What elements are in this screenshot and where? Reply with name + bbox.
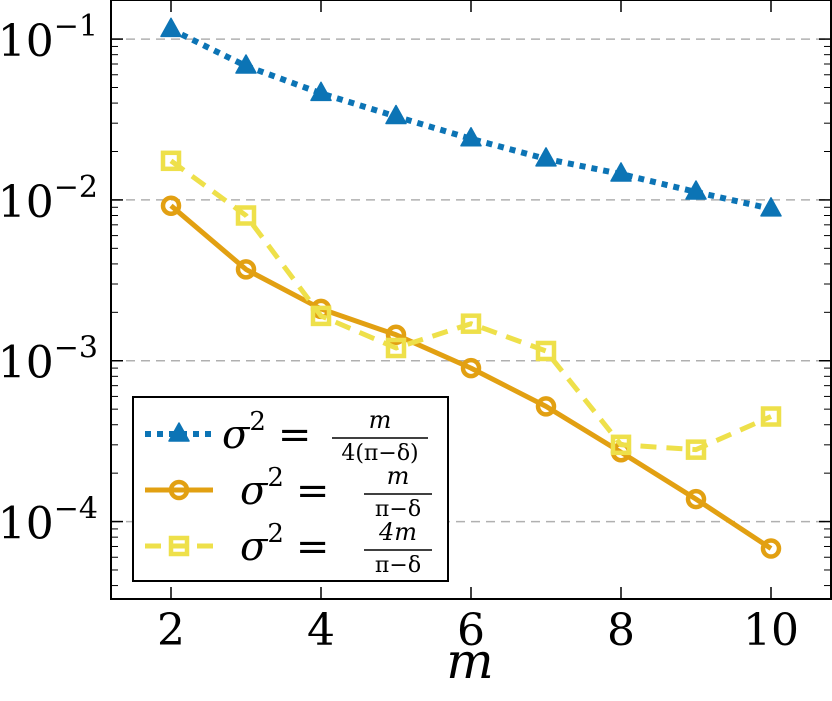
series-line bbox=[169, 26, 772, 212]
legend-denominator: 4(π−δ) bbox=[341, 441, 418, 466]
legend-sigma: σ bbox=[240, 468, 269, 514]
y-tick-label: 10−1 bbox=[0, 9, 98, 67]
legend-numerator: m bbox=[387, 462, 410, 490]
y-tick-label: 10−2 bbox=[0, 170, 98, 228]
series-line bbox=[169, 203, 773, 551]
legend-sigma: σ bbox=[222, 412, 251, 458]
data-point-triangle bbox=[460, 127, 482, 147]
data-point-circle bbox=[760, 538, 782, 559]
data-point-square bbox=[760, 406, 782, 427]
legend-marker-triangle bbox=[168, 422, 190, 442]
major-ticks bbox=[111, 0, 831, 599]
data-point-circle bbox=[385, 324, 407, 346]
legend-equals: = bbox=[296, 524, 330, 570]
x-tick-label: 2 bbox=[157, 605, 185, 656]
y-tick-label-base: 10 bbox=[0, 16, 54, 67]
legend-exponent: 2 bbox=[267, 519, 284, 549]
legend-numerator: m bbox=[369, 406, 392, 434]
y-tick-label: 10−4 bbox=[0, 492, 98, 550]
legend-denominator: π−δ bbox=[375, 553, 421, 578]
x-tick-label: 10 bbox=[743, 605, 799, 656]
series-line bbox=[169, 158, 773, 453]
data-point-square bbox=[385, 337, 407, 359]
legend-label: σ2 = bbox=[222, 407, 311, 458]
data-point-square bbox=[160, 150, 182, 172]
y-tick-label-base: 10 bbox=[0, 338, 54, 389]
legend-label: σ2 = bbox=[240, 463, 329, 514]
legend-numerator: 4m bbox=[378, 518, 417, 546]
legend-denominator: π−δ bbox=[375, 497, 421, 522]
legend: σ2 = m4(π−δ)σ2 = mπ−δσ2 = 4mπ−δ bbox=[132, 396, 449, 582]
x-tick-label: 4 bbox=[307, 605, 335, 656]
legend-entry: σ2 = m π−δ bbox=[145, 462, 432, 522]
data-point-circle bbox=[235, 259, 257, 280]
data-point-triangle bbox=[535, 147, 557, 167]
x-tick-label: 8 bbox=[607, 605, 635, 656]
y-tick-label-base: 10 bbox=[0, 177, 54, 228]
data-point-triangle bbox=[385, 104, 407, 125]
data-point-circle bbox=[685, 488, 707, 510]
legend-equals: = bbox=[278, 412, 312, 458]
data-point-square bbox=[685, 439, 707, 460]
legend-equals: = bbox=[296, 468, 330, 514]
y-tick-label-exponent: −3 bbox=[54, 331, 98, 366]
data-point-square bbox=[235, 205, 257, 226]
data-point-circle bbox=[535, 396, 557, 417]
series-layer bbox=[160, 17, 782, 559]
series-square bbox=[160, 150, 782, 460]
data-point-triangle bbox=[760, 197, 782, 217]
legend-entry: σ2 = 4m π−δ bbox=[145, 518, 432, 578]
minor-ticks bbox=[111, 45, 831, 587]
y-tick-label-exponent: −4 bbox=[54, 492, 98, 527]
y-tick-label: 10−3 bbox=[0, 331, 98, 389]
data-point-square bbox=[610, 434, 632, 456]
data-point-square bbox=[535, 340, 557, 362]
data-point-square bbox=[310, 305, 332, 327]
x-tick-labels: 2 4 6 8 10 bbox=[157, 605, 799, 656]
series-triangle bbox=[160, 17, 782, 217]
legend-marker-square bbox=[168, 535, 190, 557]
data-point-circle bbox=[460, 357, 482, 379]
x-axis-title: m bbox=[446, 632, 493, 690]
y-tick-label-base: 10 bbox=[0, 499, 54, 550]
data-point-triangle bbox=[160, 17, 182, 38]
y-tick-label-exponent: −2 bbox=[54, 170, 98, 205]
data-point-square bbox=[460, 313, 482, 334]
legend-entry: σ2 = m 4(π−δ) bbox=[145, 406, 428, 466]
legend-marker-circle bbox=[168, 479, 190, 501]
legend-exponent: 2 bbox=[249, 407, 266, 437]
data-point-circle bbox=[160, 195, 182, 216]
legend-sigma: σ bbox=[240, 524, 269, 570]
x-tick-label: 6 bbox=[457, 605, 485, 656]
legend-label: σ2 = bbox=[240, 519, 329, 570]
data-point-triangle bbox=[685, 180, 707, 200]
legend-exponent: 2 bbox=[267, 463, 284, 493]
data-point-triangle bbox=[310, 81, 332, 102]
y-tick-labels: 10−110−210−310−4 bbox=[0, 9, 98, 549]
data-point-triangle bbox=[610, 162, 632, 182]
y-tick-label-exponent: −1 bbox=[54, 9, 98, 44]
data-point-triangle bbox=[235, 54, 257, 74]
